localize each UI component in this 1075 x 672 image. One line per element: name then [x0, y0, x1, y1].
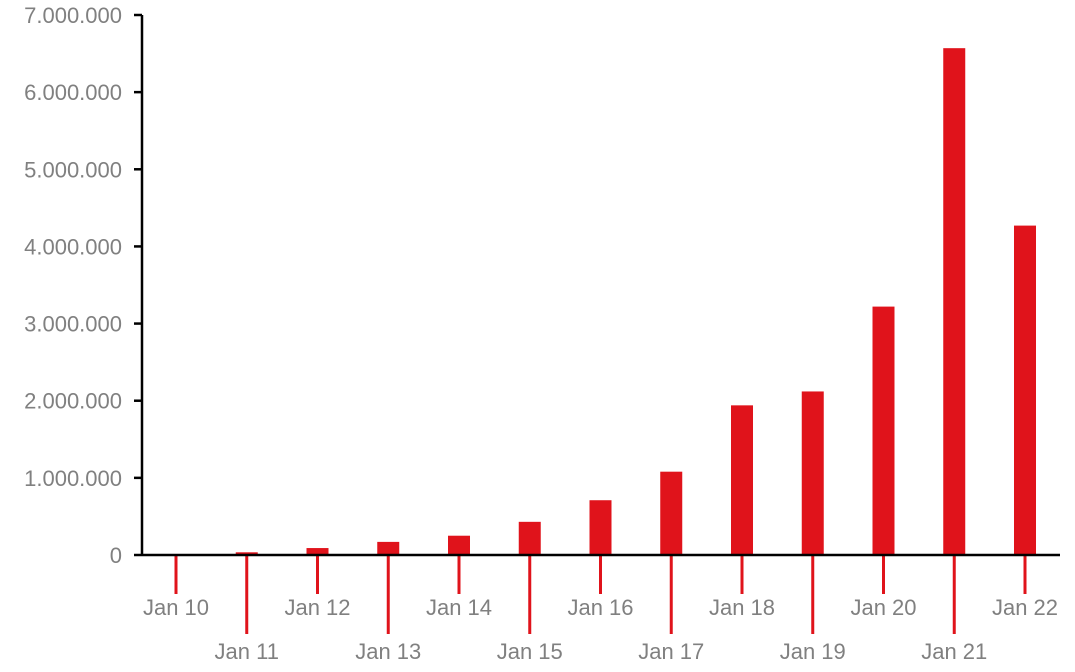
x-tick-label: Jan 13: [355, 639, 421, 664]
y-tick-label: 0: [110, 543, 122, 568]
y-tick-label: 1.000.000: [24, 466, 122, 491]
y-tick-label: 2.000.000: [24, 389, 122, 414]
bar: [306, 548, 329, 555]
x-tick-label: Jan 20: [850, 595, 916, 620]
x-tick-label: Jan 22: [992, 595, 1058, 620]
x-tick-leaders: [174, 556, 1027, 634]
x-tick-label: Jan 18: [709, 595, 775, 620]
bar: [235, 552, 258, 555]
x-tick-label: Jan 16: [567, 595, 633, 620]
bar: [518, 521, 541, 555]
bar: [943, 48, 966, 556]
x-tick-label: Jan 21: [921, 639, 987, 664]
x-tick-label: Jan 11: [215, 639, 279, 664]
bars-group: [165, 48, 1036, 556]
x-tick-label: Jan 19: [780, 639, 846, 664]
x-tick-label: Jan 10: [143, 595, 209, 620]
bar: [872, 306, 895, 555]
bar: [377, 541, 400, 555]
y-tick-label: 5.000.000: [24, 157, 122, 182]
y-tick-label: 3.000.000: [24, 312, 122, 337]
y-tick-labels: 0 1.000.000 2.000.000 3.000.000 4.000.000 5.0…: [24, 3, 142, 568]
x-tick-label: Jan 15: [497, 639, 563, 664]
bar: [589, 500, 612, 555]
y-tick-label: 4.000.000: [24, 234, 122, 259]
bar: [660, 471, 683, 555]
bar: [1014, 225, 1036, 555]
x-tick-label: Jan 17: [638, 639, 704, 664]
bar: [801, 391, 824, 555]
y-tick-label: 6.000.000: [24, 80, 122, 105]
y-tick-label: 7.000.000: [24, 3, 122, 28]
x-tick-label: Jan 12: [284, 595, 350, 620]
bar: [448, 535, 470, 555]
bar: [731, 405, 753, 555]
x-tick-label: Jan 14: [426, 595, 492, 620]
